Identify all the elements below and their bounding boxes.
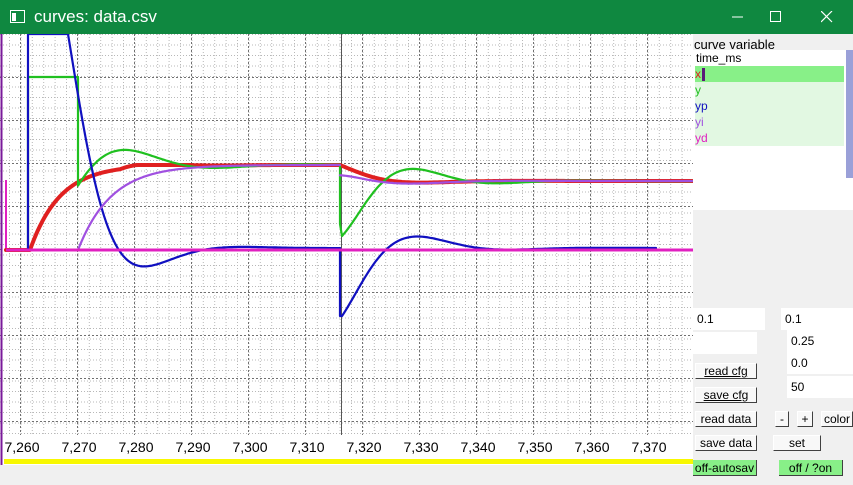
x-tick-label: 7,340 [460, 439, 495, 455]
x-tick-label: 7,260 [4, 439, 39, 455]
save-cfg-button[interactable]: save cfg [695, 387, 757, 403]
close-button[interactable] [804, 0, 850, 34]
param-field-b[interactable]: 0.1 [781, 308, 853, 330]
read-cfg-button[interactable]: read cfg [695, 363, 757, 379]
list-item-x[interactable]: x [695, 66, 844, 82]
set-button[interactable]: set [773, 435, 821, 451]
value-field-2[interactable]: 0.0 [787, 352, 853, 374]
list-scrollbar[interactable] [846, 50, 853, 178]
value-field-3[interactable]: 50 [787, 376, 853, 398]
title-bar: curves: data.csv [0, 0, 853, 34]
param-field-a[interactable]: 0.1 [693, 308, 765, 330]
major-grid [0, 34, 693, 435]
x-tick-label: 7,320 [346, 439, 381, 455]
window-title: curves: data.csv [34, 7, 157, 26]
x-curve [4, 163, 693, 252]
minimize-button[interactable] [715, 0, 761, 34]
off-on-toggle[interactable]: off / ?on [779, 460, 843, 476]
maximize-button[interactable] [753, 0, 799, 34]
variable-label: yp [695, 99, 708, 113]
list-item-yp[interactable]: yp [695, 98, 844, 114]
list-item-yd[interactable]: yd [695, 130, 844, 146]
x-tick-label: 7,290 [175, 439, 210, 455]
timeline-bar [4, 459, 693, 464]
minus-button[interactable]: - [775, 411, 789, 427]
x-tick-label: 7,360 [574, 439, 609, 455]
x-tick-label: 7,310 [289, 439, 324, 455]
y-curve-after-step [338, 163, 693, 238]
variable-label: yi [695, 115, 704, 129]
x-tick-label: 7,280 [118, 439, 153, 455]
variable-label: x [695, 67, 701, 81]
app-window-icon [10, 10, 25, 23]
variable-label: yd [695, 131, 708, 145]
variable-label: y [695, 83, 701, 97]
list-item-time-ms[interactable]: time_ms [696, 50, 741, 66]
color-button[interactable]: color [821, 411, 853, 427]
x-tick-label: 7,270 [61, 439, 96, 455]
status-strip [0, 465, 693, 485]
x-tick-label: 7,370 [631, 439, 666, 455]
read-data-button[interactable]: read data [695, 411, 757, 427]
param-field-c[interactable] [693, 332, 757, 354]
curve-variable-heading: curve variable [694, 37, 775, 52]
x-tick-label: 7,350 [517, 439, 552, 455]
curve-variable-list[interactable]: time_ms x y yp yi yd [693, 50, 853, 210]
variable-label: time_ms [696, 51, 742, 65]
control-panel: time_ms x y yp yi yd curve variable 0.1 … [693, 34, 853, 485]
list-item-yi[interactable]: yi [695, 114, 844, 130]
x-tick-label: 7,300 [232, 439, 267, 455]
yi-curve-after-step [338, 174, 693, 185]
save-data-button[interactable]: save data [695, 435, 757, 451]
plus-button[interactable]: + [797, 411, 813, 427]
x-tick-label: 7,330 [403, 439, 438, 455]
maximize-icon [770, 11, 781, 22]
yi-curve [76, 163, 342, 252]
plot-area[interactable]: 7,260 7,270 7,280 7,290 7,300 7,310 7,320 7,330… [0, 34, 693, 465]
autosave-toggle[interactable]: off-autosav [693, 460, 757, 476]
minor-grid [0, 34, 693, 435]
value-field-1[interactable]: 0.25 [787, 330, 853, 352]
minimize-icon [732, 16, 743, 18]
text-cursor [702, 68, 705, 82]
curves-plot[interactable]: 7,260 7,270 7,280 7,290 7,300 7,310 7,320 7,330… [0, 34, 693, 465]
close-icon [821, 11, 833, 23]
list-item-y[interactable]: y [695, 82, 844, 98]
